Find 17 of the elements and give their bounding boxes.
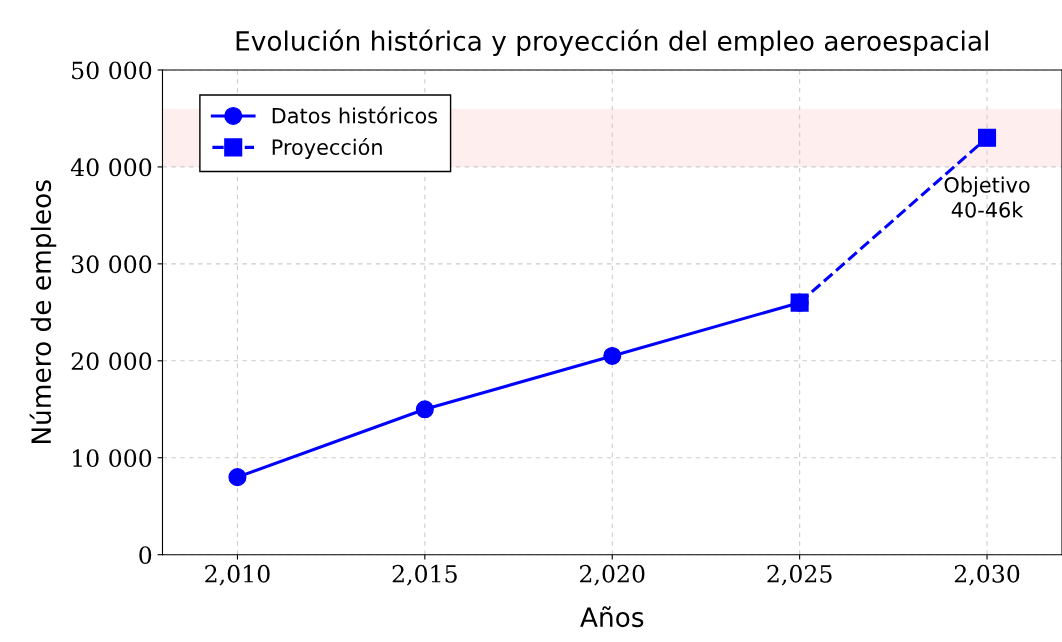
annotation: Objetivo 40-46k <box>944 176 1030 218</box>
legend-label: Datos históricos <box>272 106 438 124</box>
x-tick-label: 2,010 <box>205 564 270 586</box>
chart-title: Evolución histórica y proyección del empleo aeroespacial <box>236 29 988 57</box>
x-tick-label: 2,020 <box>580 564 645 586</box>
y-axis-title: Número de empleos <box>29 180 57 444</box>
y-tick-label: 50 000 <box>72 61 152 80</box>
y-tick-label: 40 000 <box>70 158 152 177</box>
y-tick-label: 10 000 <box>73 449 152 468</box>
y-tick-label: 0 <box>139 546 152 564</box>
y-tick-label: 20 000 <box>71 352 152 371</box>
x-tick-label: 2,015 <box>392 564 457 586</box>
x-axis-title: Años <box>580 606 644 628</box>
y-tick-label: 30 000 <box>71 255 152 274</box>
x-tick-label: 2,025 <box>767 564 832 586</box>
legend-label: Proyección <box>272 138 382 160</box>
x-tick-label: 2,030 <box>954 564 1020 586</box>
